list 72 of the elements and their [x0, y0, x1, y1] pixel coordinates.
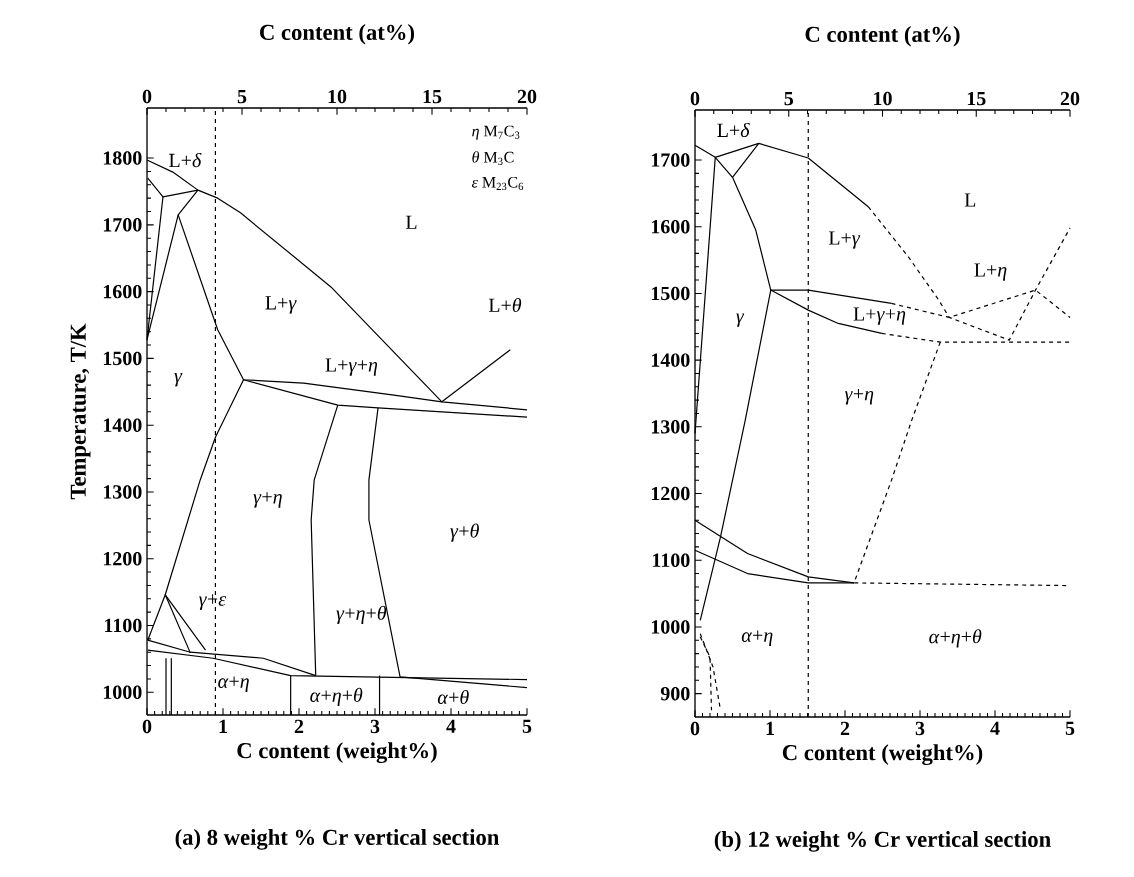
annotation: α+η [741, 630, 773, 647]
x2-tick-label: 20 [517, 89, 537, 104]
annotation: L+γ [265, 296, 297, 314]
annotation: γ+θ [450, 523, 479, 542]
y-tick-label: 1800 [103, 151, 142, 165]
annotation: L [405, 215, 417, 229]
annotation: L+γ [828, 231, 861, 249]
y-tick-label: 1000 [103, 685, 142, 700]
y-tick-label: 1300 [651, 420, 690, 434]
text: (b) 12 weight % Cr vertical section [714, 831, 1051, 852]
annotation: α+η+θ [310, 687, 363, 707]
text: (a) 8 weight % Cr vertical section [175, 829, 500, 850]
annotation: γ+η [844, 389, 874, 405]
annotation: γ [736, 313, 745, 327]
y-tick-label: 1400 [103, 418, 142, 432]
x2-tick-label: 5 [237, 89, 247, 104]
x2-tick-label: 0 [690, 91, 700, 106]
x-tick-label: 5 [1065, 721, 1075, 735]
x-axis-title: C content (weight%) [237, 742, 437, 764]
y-tick-label: 1100 [105, 618, 142, 633]
annotation: L+η [974, 263, 1007, 281]
x-tick-label: 0 [142, 719, 152, 734]
x-tick-label: 2 [294, 719, 304, 733]
x-tick-label: 5 [522, 719, 532, 733]
y-tick-label: 900 [660, 686, 690, 701]
y-axis-title: Temperature, T/K [70, 323, 91, 500]
annotation: γ [174, 373, 183, 387]
y-tick-label: 1400 [651, 353, 690, 367]
x-tick-label: 1 [219, 719, 227, 733]
annotation: γ+η+θ [336, 605, 387, 624]
y-tick-label: 1600 [651, 219, 690, 234]
annotation: L+δ [717, 122, 750, 138]
x-tick-label: 3 [370, 719, 380, 734]
y-tick-label: 1200 [103, 551, 142, 566]
y-tick-label: 1500 [103, 351, 142, 366]
x2-tick-label: 20 [1060, 91, 1080, 106]
annotation: η M$_{7}$C$_{3}$ [472, 125, 520, 140]
annotation: L+γ+η [853, 307, 906, 325]
x-tick-label: 1 [766, 721, 774, 735]
x2-tick-label: 15 [423, 89, 442, 104]
x2-tick-label: 10 [328, 89, 347, 104]
y-tick-label: 1100 [653, 553, 690, 567]
x2-tick-label: 0 [142, 89, 152, 104]
x-tick-label: 4 [446, 719, 456, 733]
annotation: ε M$_{23}$C$_{6}$ [471, 176, 524, 190]
annotation: L+θ [488, 297, 522, 313]
y-tick-label: 1300 [103, 485, 142, 499]
y-tick-label: 1700 [651, 153, 690, 167]
x-axis-title: C content (weight%) [782, 744, 983, 766]
annotation: α+θ [437, 689, 469, 705]
x-tick-label: 2 [840, 721, 850, 735]
y-tick-label: 1200 [651, 486, 690, 501]
annotation: α+η+θ [929, 629, 982, 648]
x-tick-label: 0 [690, 721, 700, 736]
x2-axis-title: C content (at%) [805, 26, 960, 47]
x-tick-label: 4 [990, 721, 1000, 735]
y-tick-label: 1600 [103, 284, 142, 299]
x2-tick-label: 5 [784, 91, 794, 106]
annotation: L [964, 193, 976, 207]
annotation: α+η [218, 676, 249, 693]
annotation: θ M$_{3}$C [472, 151, 514, 165]
x2-axis-title: C content (at%) [260, 24, 415, 45]
annotation: L+γ+η [325, 358, 378, 376]
y-tick-label: 1700 [103, 218, 142, 232]
y-tick-label: 1500 [651, 286, 690, 301]
x2-tick-label: 10 [874, 91, 892, 106]
annotation: γ+ε [198, 594, 227, 610]
annotation: γ+η [253, 492, 282, 508]
x2-tick-label: 15 [967, 91, 986, 106]
y-tick-label: 1000 [651, 620, 690, 634]
annotation: L+δ [169, 152, 202, 168]
x-tick-label: 3 [915, 721, 925, 736]
